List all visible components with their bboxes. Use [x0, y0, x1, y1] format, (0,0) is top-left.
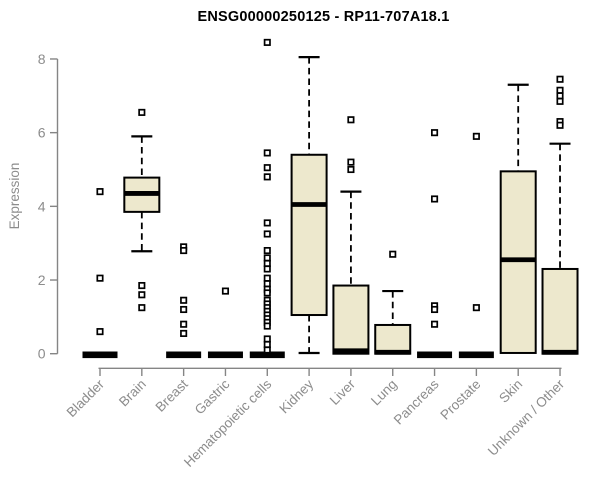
- outlier-point: [431, 195, 439, 203]
- outlier-point: [263, 149, 271, 157]
- y-tick-label: 8: [38, 51, 46, 67]
- x-category-label: Lung: [368, 377, 400, 409]
- outlier-point: [389, 250, 397, 258]
- outlier-point: [263, 254, 271, 262]
- outlier-point: [556, 75, 564, 83]
- outlier-point: [472, 304, 480, 312]
- outlier-point: [347, 165, 355, 174]
- x-category-label: Unknown / Other: [485, 376, 568, 459]
- zero-bar: [82, 351, 118, 359]
- outlier-point: [263, 346, 271, 354]
- box-gastric: [207, 287, 243, 359]
- zero-bar: [207, 351, 243, 359]
- outlier-point: [556, 97, 564, 105]
- outlier-point: [180, 305, 188, 314]
- x-category-label: Gastric: [192, 376, 233, 417]
- outlier-point: [263, 274, 271, 282]
- outlier-point: [431, 129, 439, 137]
- box-bladder: [82, 188, 118, 359]
- y-tick-label: 6: [38, 125, 46, 141]
- x-category-label: Skin: [496, 377, 525, 406]
- box-skin: [499, 83, 537, 354]
- x-category-label: Kidney: [276, 376, 316, 416]
- outlier-point: [180, 320, 188, 328]
- outlier-point: [263, 230, 271, 238]
- outlier-point: [263, 219, 271, 227]
- outlier-point: [263, 164, 271, 172]
- zero-bar: [249, 351, 285, 359]
- outlier-point: [180, 246, 188, 255]
- outlier-point: [431, 320, 439, 328]
- zero-bar: [458, 351, 494, 359]
- x-category-label: Liver: [327, 376, 359, 408]
- outlier-point: [263, 259, 271, 267]
- outlier-point: [263, 340, 271, 349]
- outlier-point: [556, 86, 564, 94]
- x-category-label: Prostate: [437, 377, 483, 423]
- outlier-point: [263, 246, 271, 255]
- outlier-point: [96, 188, 104, 196]
- outlier-point: [263, 265, 271, 273]
- box-rect: [374, 323, 412, 355]
- outlier-point: [263, 322, 271, 330]
- box-liver: [332, 116, 370, 355]
- box-lung: [374, 250, 412, 355]
- outlier-point: [556, 121, 564, 129]
- chart-title: ENSG00000250125 - RP11-707A18.1: [197, 9, 450, 25]
- outlier-point: [347, 158, 355, 166]
- x-category-label: Pancreas: [391, 376, 442, 427]
- outlier-point: [263, 173, 271, 181]
- y-tick-label: 2: [38, 272, 46, 288]
- box-unknown-other: [541, 75, 579, 355]
- outlier-point: [263, 289, 271, 297]
- outlier-point: [472, 132, 480, 140]
- box-hematopoietic-cells: [249, 38, 285, 359]
- x-category-label: Breast: [153, 376, 191, 414]
- zero-bar: [417, 351, 453, 359]
- outlier-point: [138, 304, 146, 312]
- outlier-point: [263, 280, 271, 288]
- x-category-label: Brain: [116, 377, 149, 410]
- box-rect: [332, 284, 370, 355]
- outlier-point: [221, 287, 230, 295]
- box-rect: [290, 153, 328, 317]
- y-tick-label: 0: [38, 346, 46, 362]
- outlier-point: [180, 329, 188, 337]
- box-brain: [123, 108, 161, 312]
- outlier-point: [138, 108, 146, 116]
- outlier-point: [180, 296, 188, 304]
- y-tick-label: 4: [38, 198, 46, 214]
- box-breast: [166, 243, 202, 359]
- outlier-point: [96, 274, 104, 282]
- outlier-point: [138, 291, 146, 299]
- zero-bar: [166, 351, 202, 359]
- box-kidney: [290, 56, 328, 355]
- outlier-point: [556, 92, 564, 100]
- outlier-point: [263, 335, 271, 343]
- outlier-point: [96, 328, 104, 336]
- box-pancreas: [417, 129, 453, 359]
- outlier-point: [431, 305, 439, 314]
- box-prostate: [458, 132, 494, 359]
- outlier-point: [347, 116, 355, 124]
- outlier-point: [263, 38, 271, 46]
- outlier-point: [138, 281, 146, 290]
- x-category-label: Bladder: [64, 376, 108, 420]
- box-rect: [541, 267, 579, 355]
